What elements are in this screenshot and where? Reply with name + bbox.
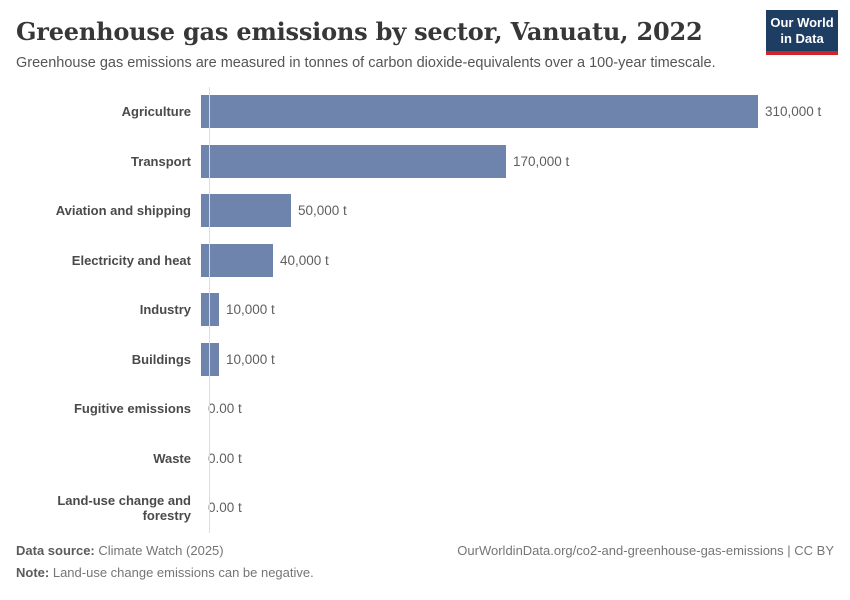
category-label: Land-use change and forestry [57,492,191,523]
category-label: Electricity and heat [71,252,191,268]
page-subtitle: Greenhouse gas emissions are measured in… [16,55,716,71]
data-source-text: Climate Watch (2025) [98,543,224,558]
value-label: 0.00 t [208,450,242,466]
chart-row: Fugitive emissions 0.00 t [16,384,834,434]
bar[interactable] [201,243,273,277]
bar[interactable] [201,194,291,228]
chart-row: Aviation and shipping 50,000 t [16,186,834,236]
category-label: Waste [153,450,191,466]
category-label: Transport [131,153,191,169]
chart-row: Waste 0.00 t [16,434,834,484]
note-line: Note: Land-use change emissions can be n… [16,565,834,580]
bar-track: 50,000 t [201,194,834,228]
value-label: 50,000 t [298,203,347,219]
chart-footer: Data source: Climate Watch (2025) OurWor… [16,543,834,580]
category-label: Buildings [131,351,191,367]
bar-track: 0.00 t [201,491,834,524]
chart-row: Land-use change and forestry 0.00 t [16,483,834,533]
bar-track: 40,000 t [201,243,834,277]
owid-logo-line1: Our World [770,15,834,30]
bar[interactable] [201,144,506,178]
data-source-label: Data source: [16,543,95,558]
bar-track: 310,000 t [201,95,834,129]
chart-row: Transport 170,000 t [16,137,834,187]
citation-link[interactable]: OurWorldinData.org/co2-and-greenhouse-ga… [457,543,834,558]
value-label: 40,000 t [280,252,329,268]
chart-row: Electricity and heat 40,000 t [16,236,834,286]
value-label: 0.00 t [208,401,242,417]
bar[interactable] [201,95,758,129]
owid-logo-line2: in Data [780,31,824,46]
value-label: 310,000 t [765,104,822,120]
bar-track: 170,000 t [201,144,834,178]
value-label: 10,000 t [226,302,275,318]
bar-chart: Agriculture 310,000 t Transport 170,000 t Av… [16,87,834,533]
owid-logo[interactable]: Our World in Data [766,10,838,55]
chart-header: Greenhouse gas emissions by sector, Vanu… [0,0,850,71]
bar-track: 0.00 t [201,442,834,475]
chart-row: Buildings 10,000 t [16,335,834,385]
bar-track: 10,000 t [201,342,834,376]
value-label: 170,000 t [513,153,570,169]
note-text: Land-use change emissions can be negativ… [52,565,314,580]
category-label: Industry [139,302,191,318]
category-label: Aviation and shipping [55,203,191,219]
bar[interactable] [201,293,219,327]
chart-row: Agriculture 310,000 t [16,87,834,137]
bar-track: 0.00 t [201,392,834,425]
y-axis-line [209,87,210,533]
category-label: Agriculture [121,104,191,120]
value-label: 0.00 t [208,500,242,516]
bar-track: 10,000 t [201,293,834,327]
page-title: Greenhouse gas emissions by sector, Vanu… [16,17,703,46]
value-label: 10,000 t [226,351,275,367]
data-source-line: Data source: Climate Watch (2025) [16,543,224,558]
category-label: Fugitive emissions [73,401,191,417]
bar[interactable] [201,342,219,376]
chart-row: Industry 10,000 t [16,285,834,335]
note-label: Note: [16,565,50,580]
